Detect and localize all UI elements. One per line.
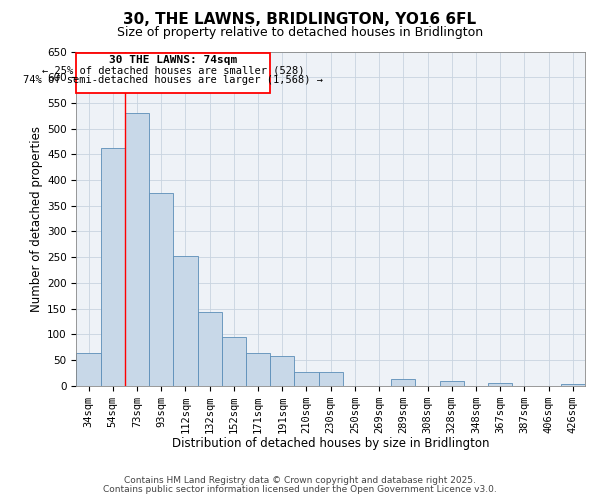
Text: Contains public sector information licensed under the Open Government Licence v3: Contains public sector information licen…: [103, 484, 497, 494]
Bar: [391, 380, 415, 386]
Bar: [488, 383, 512, 386]
Bar: [561, 384, 585, 386]
Bar: [295, 372, 319, 386]
Bar: [125, 113, 149, 386]
Bar: [76, 353, 101, 386]
Text: Contains HM Land Registry data © Crown copyright and database right 2025.: Contains HM Land Registry data © Crown c…: [124, 476, 476, 485]
Bar: [101, 148, 125, 386]
Bar: [173, 256, 197, 386]
Bar: [246, 353, 270, 386]
Text: ← 25% of detached houses are smaller (528): ← 25% of detached houses are smaller (52…: [42, 66, 305, 76]
Bar: [319, 372, 343, 386]
Text: Size of property relative to detached houses in Bridlington: Size of property relative to detached ho…: [117, 26, 483, 39]
Bar: [222, 337, 246, 386]
Bar: [270, 356, 295, 386]
Bar: [197, 312, 222, 386]
FancyBboxPatch shape: [76, 52, 270, 92]
Bar: [149, 193, 173, 386]
Text: 74% of semi-detached houses are larger (1,568) →: 74% of semi-detached houses are larger (…: [23, 75, 323, 85]
Text: 30 THE LAWNS: 74sqm: 30 THE LAWNS: 74sqm: [109, 55, 238, 65]
Y-axis label: Number of detached properties: Number of detached properties: [30, 126, 43, 312]
Text: 30, THE LAWNS, BRIDLINGTON, YO16 6FL: 30, THE LAWNS, BRIDLINGTON, YO16 6FL: [124, 12, 476, 28]
X-axis label: Distribution of detached houses by size in Bridlington: Distribution of detached houses by size …: [172, 437, 490, 450]
Bar: [440, 382, 464, 386]
